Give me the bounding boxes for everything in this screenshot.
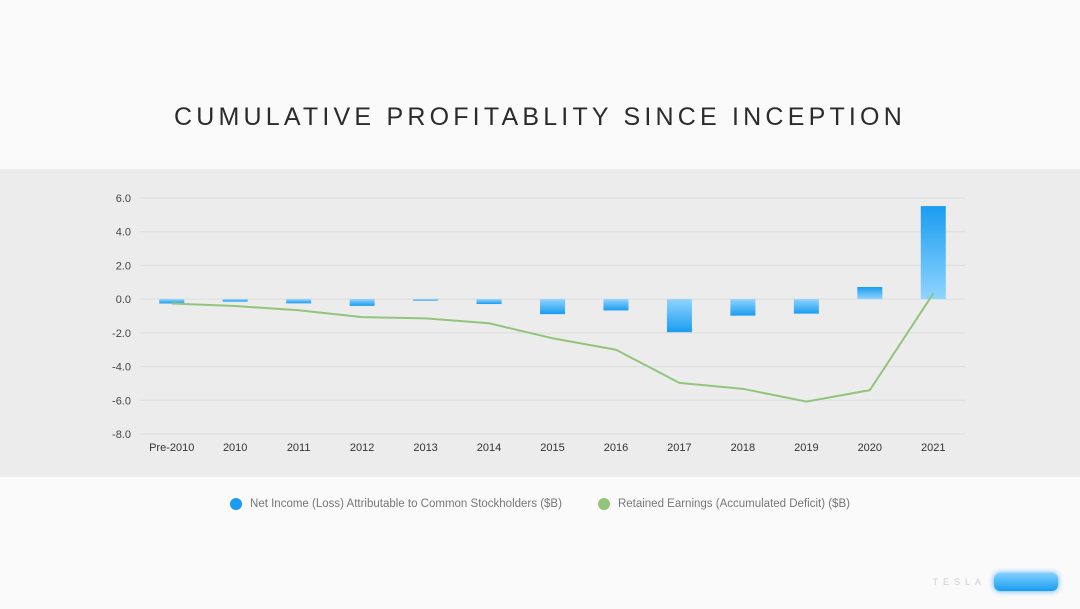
bar-2020: [857, 287, 883, 300]
legend-label-retained-earnings: Retained Earnings (Accumulated Deficit) …: [617, 498, 850, 510]
line-point-2013: [425, 317, 427, 319]
line-point-2018: [742, 388, 744, 390]
logo-badge-icon: [994, 573, 1058, 591]
y-tick-label: 4.0: [116, 227, 131, 239]
x-tick-label: 2013: [413, 442, 437, 454]
x-tick-label: 2020: [858, 442, 882, 454]
chart-area: 6.0 4.0 2.0 0.0 -2.0 -4.0 -6.0 -8.0 Pre-2010 201…: [0, 169, 1080, 477]
x-tick-label: 2014: [477, 442, 501, 454]
legend-item-net-income: Net Income (Loss) Attributable to Common…: [230, 498, 562, 510]
bar-2011: [286, 299, 312, 304]
bar-2019: [793, 299, 819, 314]
page-title: CUMULATIVE PROFITABLITY SINCE INCEPTION: [174, 103, 906, 131]
legend-swatch-line: [597, 498, 610, 510]
tesla-logo: TESLA: [932, 573, 1058, 591]
x-tick-label: 2019: [794, 442, 818, 454]
y-tick-label: -2.0: [112, 328, 131, 340]
line-series: [171, 293, 935, 403]
line-point-2011: [298, 309, 300, 311]
bar-2010: [222, 299, 248, 302]
x-axis: Pre-2010 2010 2011 2012 2013 2014 2015 2016 2017…: [149, 442, 945, 454]
line-point-2016: [615, 349, 617, 351]
x-tick-label: 2017: [667, 442, 691, 454]
line-point-2012: [361, 316, 363, 318]
bar-2013: [413, 299, 439, 301]
line-point-2014: [488, 322, 490, 324]
x-tick-label: 2021: [921, 442, 945, 454]
y-tick-label: -6.0: [112, 395, 131, 407]
line-point-2021: [932, 293, 934, 295]
line-point-2019: [805, 401, 807, 403]
y-tick-label: -8.0: [112, 429, 131, 441]
x-tick-label: 2018: [731, 442, 755, 454]
x-tick-label: Pre-2010: [149, 442, 194, 454]
bar-2012: [349, 299, 375, 306]
line-point-pre-2010: [171, 303, 173, 305]
y-tick-label: 6.0: [116, 193, 131, 205]
bar-series: [159, 206, 946, 333]
x-tick-label: 2015: [540, 442, 564, 454]
line-point-2015: [552, 337, 553, 339]
x-tick-label: 2012: [350, 442, 374, 454]
legend-label-net-income: Net Income (Loss) Attributable to Common…: [250, 498, 562, 510]
y-tick-label: 2.0: [116, 260, 131, 272]
bar-2015: [540, 299, 565, 315]
grid-lines: [140, 197, 965, 435]
y-axis: 6.0 4.0 2.0 0.0 -2.0 -4.0 -6.0 -8.0: [112, 193, 131, 441]
legend-swatch-bar: [230, 498, 243, 510]
x-tick-label: 2016: [604, 442, 628, 454]
x-tick-label: 2011: [287, 442, 311, 454]
bar-2014: [476, 299, 502, 305]
bar-2017: [666, 299, 692, 333]
line-point-2017: [678, 382, 680, 384]
x-tick-label: 2010: [223, 442, 247, 454]
y-tick-label: -4.0: [112, 362, 131, 374]
bar-2016: [603, 299, 629, 311]
legend-item-retained-earnings: Retained Earnings (Accumulated Deficit) …: [597, 498, 850, 510]
legend: Net Income (Loss) Attributable to Common…: [0, 498, 1080, 510]
chart: 6.0 4.0 2.0 0.0 -2.0 -4.0 -6.0 -8.0 Pre-2010 201…: [112, 193, 965, 454]
y-tick-label: 0.0: [116, 294, 131, 306]
bar-2018: [730, 299, 756, 316]
line-point-2020: [869, 389, 871, 391]
line-point-2010: [234, 305, 236, 307]
bar-2021: [920, 206, 946, 300]
logo-wordmark: TESLA: [932, 577, 986, 587]
bar-pre-2010: [159, 299, 185, 304]
